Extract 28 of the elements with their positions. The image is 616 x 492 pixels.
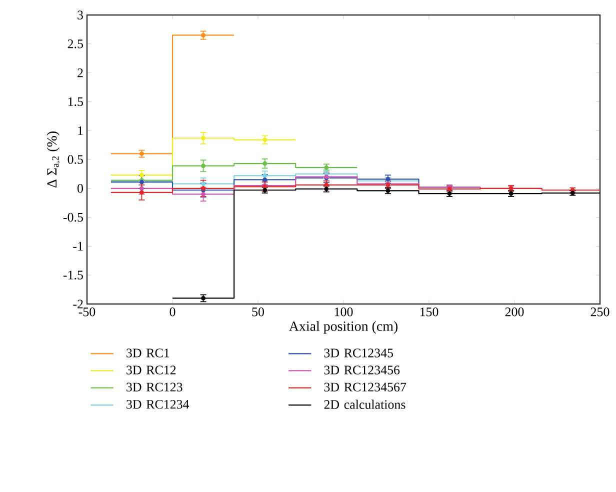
y-tick-label: 3 (78, 10, 83, 20)
y-tick-label: -1.5 (63, 270, 83, 280)
y-tick-label: 0 (78, 184, 83, 193)
legend-label: 3D RC12345 (324, 348, 393, 358)
x-axis-title: Axial position (cm) (289, 321, 398, 334)
legend-label: 3D RC123456 (324, 366, 400, 374)
y-tick-label: 2.5 (68, 40, 83, 48)
y-tick-label: 1.5 (68, 97, 83, 106)
x-tick-label: 0 (170, 308, 176, 316)
y-tick-label: -2 (73, 300, 83, 308)
legend-label: 3D RC1234 (126, 400, 190, 409)
legend-label: 3D RC123 (126, 382, 182, 392)
x-tick-label: 150 (420, 308, 438, 316)
x-tick-label: -50 (78, 308, 96, 316)
legend-label: 3D RC1 (126, 348, 170, 358)
y-axis-title: Δ Σ$_{a,2}$ (%) (46, 132, 60, 188)
legend-label: 3D RC1234567 (324, 382, 406, 392)
x-tick-label: 100 (334, 308, 353, 316)
legend-label: 2D calculations (324, 400, 406, 409)
x-tick-label: 200 (505, 308, 524, 316)
y-tick-label: -1 (73, 242, 83, 250)
y-tick-label: 1 (78, 126, 83, 135)
legend-label: 3D RC12 (126, 366, 176, 374)
x-tick-label: 250 (590, 308, 610, 316)
y-tick-label: -0.5 (63, 212, 83, 222)
y-tick-label: 0.5 (68, 155, 83, 164)
x-tick-label: 50 (252, 308, 264, 316)
y-tick-label: 2 (78, 68, 83, 78)
